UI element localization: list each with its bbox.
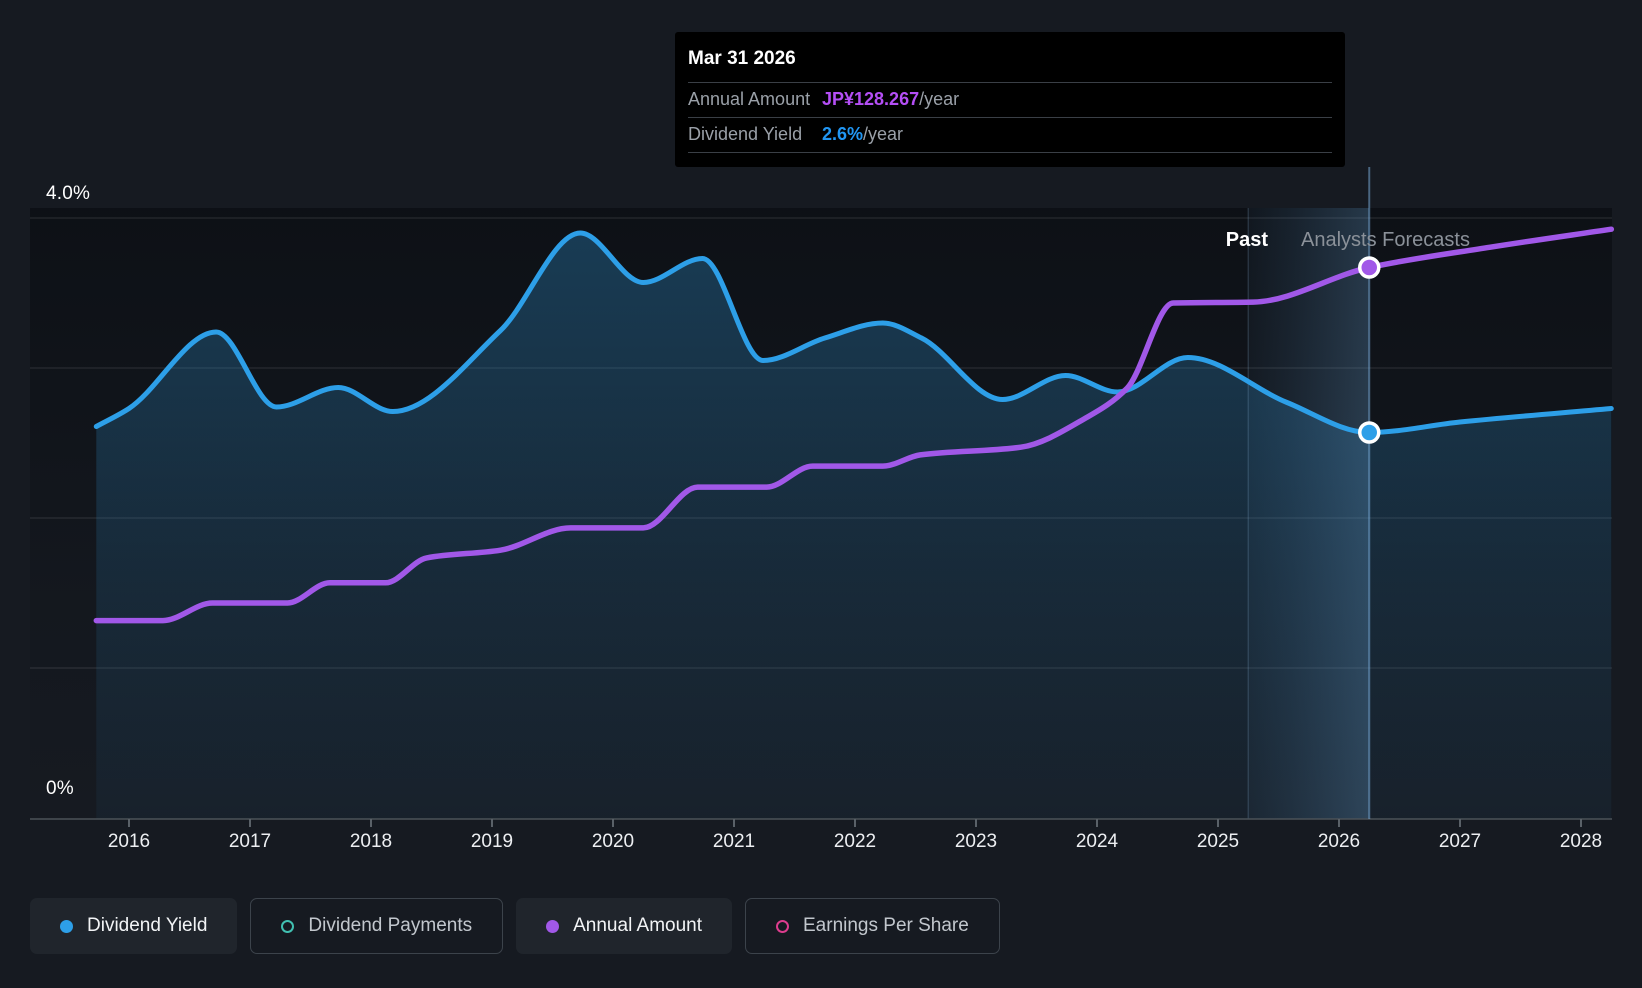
- legend-outline-dot-icon: [776, 919, 789, 933]
- forecast-label: Analysts Forecasts: [1301, 229, 1470, 251]
- legend-item-dividend-payments[interactable]: Dividend Payments: [250, 898, 504, 954]
- x-tick-label-2018: 2018: [349, 831, 393, 852]
- legend-outline-dot-icon: [281, 919, 295, 933]
- legend-item-dividend-yield[interactable]: Dividend Yield: [30, 898, 238, 954]
- legend-item-earnings-per-share[interactable]: Earnings Per Share: [745, 898, 1000, 954]
- forecast-highlight-band: [1248, 208, 1370, 819]
- tooltip-label: Dividend Yield: [688, 124, 803, 144]
- x-tick-label-2024: 2024: [1075, 831, 1119, 852]
- tooltip-suffix: /year: [919, 89, 960, 109]
- tooltip-date: Mar 31 2026: [688, 48, 796, 69]
- marker-annual-amount: [1358, 256, 1381, 279]
- x-tick-label-2022: 2022: [833, 831, 877, 852]
- y-axis-label-bottom: 0%: [46, 778, 74, 799]
- legend-item-label: Dividend Yield: [87, 915, 208, 936]
- annual-amount-line: [93, 226, 1615, 624]
- tooltip-suffix: /year: [863, 124, 904, 144]
- legend-item-label: Annual Amount: [573, 915, 702, 936]
- x-tick-label-2026: 2026: [1317, 831, 1361, 852]
- tooltip-row-annual-amount: Annual Amount JP¥128.267/year: [688, 82, 1332, 117]
- x-tick-label-2023: 2023: [954, 831, 998, 852]
- legend-item-label: Earnings Per Share: [803, 915, 969, 936]
- tooltip-separator: [688, 152, 1332, 153]
- legend-item-label: Dividend Payments: [308, 915, 473, 936]
- x-tick-label-2025: 2025: [1196, 831, 1240, 852]
- x-tick-label-2017: 2017: [228, 831, 272, 852]
- tooltip-label: Annual Amount: [688, 89, 811, 109]
- legend-filled-dot-icon: [546, 919, 560, 933]
- x-tick-label-2027: 2027: [1438, 831, 1482, 852]
- x-tick-label-2028: 2028: [1559, 831, 1603, 852]
- tooltip-separator: [688, 82, 1332, 83]
- marker-dividend-yield: [1358, 421, 1381, 444]
- tooltip-separator: [688, 117, 1332, 118]
- dividend-yield-area: [96, 233, 1612, 819]
- dividend-yield-line: [93, 230, 1614, 435]
- legend-item-annual-amount[interactable]: Annual Amount: [516, 898, 732, 954]
- tooltip-value: 2.6%: [822, 124, 864, 144]
- x-tick-label-2019: 2019: [470, 831, 514, 852]
- x-tick-label-2016: 2016: [107, 831, 151, 852]
- tooltip-value: JP¥128.267: [822, 89, 920, 109]
- y-axis-label-top: 4.0%: [46, 183, 91, 204]
- tooltip-row-dividend-yield: Dividend Yield 2.6%/year: [688, 117, 1332, 152]
- tooltip: Mar 31 2026 Annual Amount JP¥128.267/yea…: [675, 32, 1345, 167]
- legend: Dividend Yield Dividend Payments Annual Am…: [30, 898, 1000, 954]
- x-tick-label-2021: 2021: [712, 831, 756, 852]
- x-tick-label-2020: 2020: [591, 831, 635, 852]
- legend-filled-dot-icon: [60, 919, 73, 933]
- past-label: Past: [1225, 229, 1268, 251]
